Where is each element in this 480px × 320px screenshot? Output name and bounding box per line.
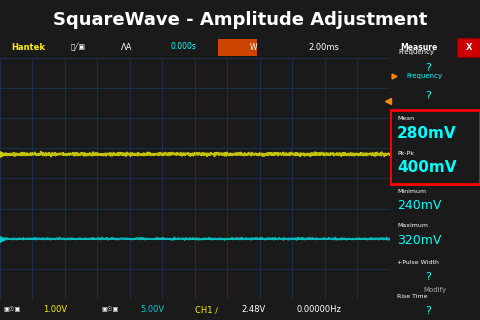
Text: Minimum: Minimum — [397, 189, 426, 194]
Bar — [457, 38, 480, 57]
Text: SquareWave - Amplitude Adjustment: SquareWave - Amplitude Adjustment — [53, 11, 427, 29]
Text: +Pulse Width: +Pulse Width — [397, 260, 439, 265]
Text: Rise Time: Rise Time — [397, 294, 428, 299]
Bar — [218, 39, 257, 55]
Text: ΛA: ΛA — [121, 43, 132, 52]
Text: Measure: Measure — [401, 43, 438, 52]
Text: CH1 ∕: CH1 ∕ — [195, 305, 218, 314]
Text: ▣☉▣: ▣☉▣ — [101, 307, 119, 312]
Text: ?: ? — [425, 91, 431, 100]
Text: Hantek: Hantek — [12, 43, 46, 52]
Text: 2.00ms: 2.00ms — [308, 43, 339, 52]
Text: 5.00V: 5.00V — [140, 305, 165, 314]
Text: Frequency: Frequency — [399, 49, 435, 55]
Bar — [390, 110, 480, 184]
Text: 240mV: 240mV — [397, 199, 441, 212]
Text: 2.48V: 2.48V — [241, 305, 266, 314]
Text: Modify: Modify — [423, 287, 446, 292]
Text: ⧧╱▣: ⧧╱▣ — [70, 43, 85, 51]
Text: ?: ? — [425, 63, 431, 73]
Text: 0.00000Hz: 0.00000Hz — [296, 305, 341, 314]
Text: Pk-Pk: Pk-Pk — [397, 151, 414, 156]
Text: Maximum: Maximum — [397, 223, 428, 228]
Text: Mean: Mean — [397, 116, 414, 121]
Text: W: W — [250, 43, 257, 52]
Text: 400mV: 400mV — [397, 160, 456, 175]
Text: ▣☉▣: ▣☉▣ — [4, 307, 21, 312]
Text: ?: ? — [425, 272, 431, 282]
Text: 280mV: 280mV — [397, 126, 456, 141]
Text: ?: ? — [425, 306, 431, 316]
Text: 0.000s: 0.000s — [170, 42, 196, 51]
Text: 1.00V: 1.00V — [43, 305, 67, 314]
Text: 320mV: 320mV — [397, 234, 441, 247]
Text: Frequency: Frequency — [406, 73, 442, 79]
Text: X: X — [466, 43, 472, 52]
